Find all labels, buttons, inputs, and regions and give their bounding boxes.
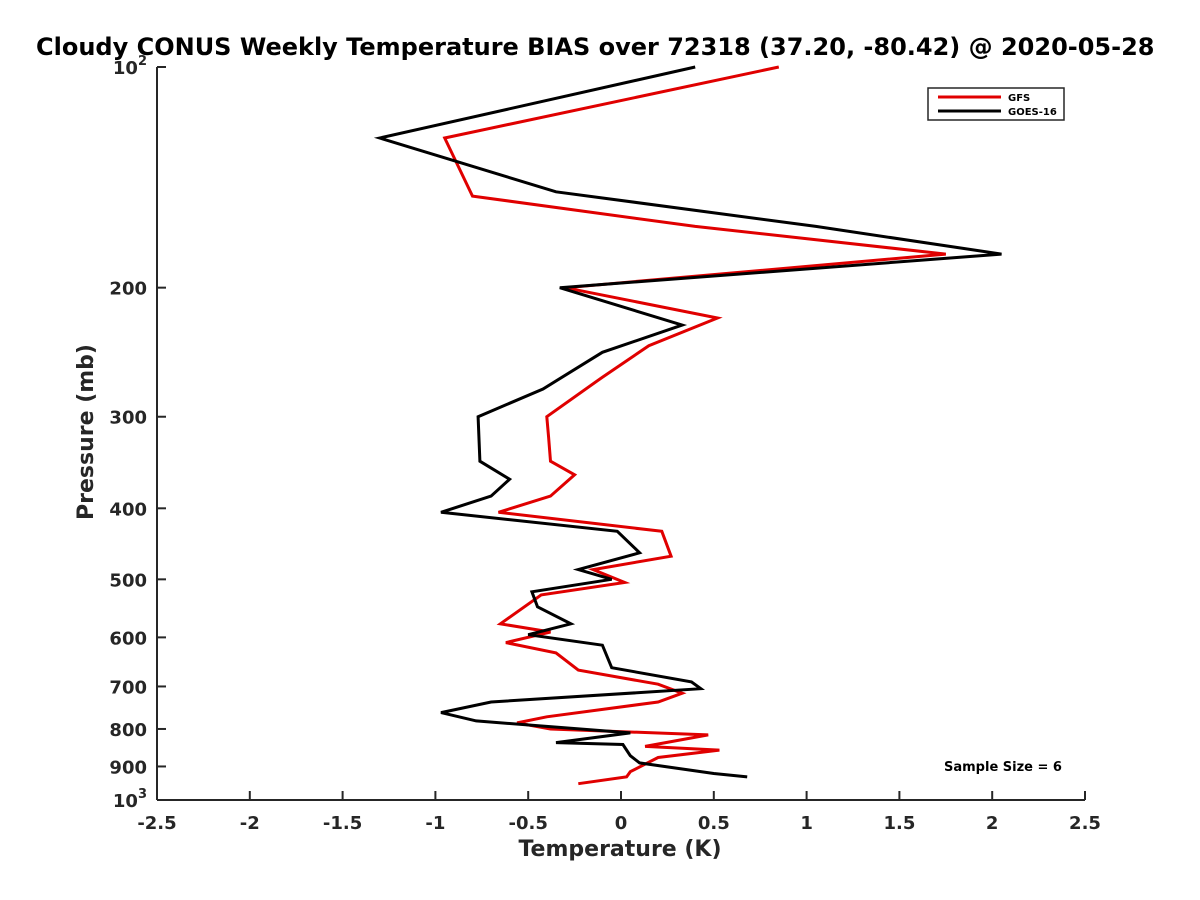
x-tick-label: 1.5 <box>883 813 915 834</box>
axes-layer: -2.5 -2 -1.5 -1 -0.5 0 0.5 1 1.5 2 2.5 102 200 300 400… <box>109 54 1101 834</box>
x-tick-label: 2 <box>986 813 999 834</box>
x-tick-label: -1.5 <box>323 813 362 834</box>
x-tick-label: 0.5 <box>698 813 730 834</box>
y-tick-label: 400 <box>109 499 147 520</box>
y-tick-label: 800 <box>109 720 147 741</box>
legend: GFS GOES-16 <box>927 87 1065 121</box>
y-tick-label: 102 <box>113 54 147 79</box>
series-line-gfs <box>442 65 946 786</box>
x-tick-label: -1 <box>425 813 445 834</box>
y-axis-label: Pressure (mb) <box>74 344 99 520</box>
y-tick-label: 103 <box>113 787 147 812</box>
x-tick-label: 0 <box>615 813 628 834</box>
x-axis-label: Temperature (K) <box>518 837 721 862</box>
x-tick-label: -2 <box>240 813 260 834</box>
y-tick-label: 500 <box>109 570 147 591</box>
x-tick-label: -0.5 <box>509 813 548 834</box>
y-tick-label: 300 <box>109 408 147 429</box>
sample-size-annotation: Sample Size = 6 <box>944 760 1062 775</box>
chart-title: Cloudy CONUS Weekly Temperature BIAS ove… <box>36 33 1154 61</box>
x-tick-label: -2.5 <box>137 813 176 834</box>
y-tick-label: 900 <box>109 757 147 778</box>
series-layer <box>373 65 1002 786</box>
legend-box <box>927 87 1065 121</box>
x-tick-label: 2.5 <box>1069 813 1101 834</box>
series-line-goes-16 <box>373 65 1002 779</box>
y-tick-label: 200 <box>109 279 147 300</box>
y-tick-label: 600 <box>109 628 147 649</box>
x-tick-label: 1 <box>800 813 813 834</box>
y-tick-label: 700 <box>109 677 147 698</box>
legend-label: GOES-16 <box>1008 107 1057 118</box>
legend-label: GFS <box>1008 93 1030 104</box>
